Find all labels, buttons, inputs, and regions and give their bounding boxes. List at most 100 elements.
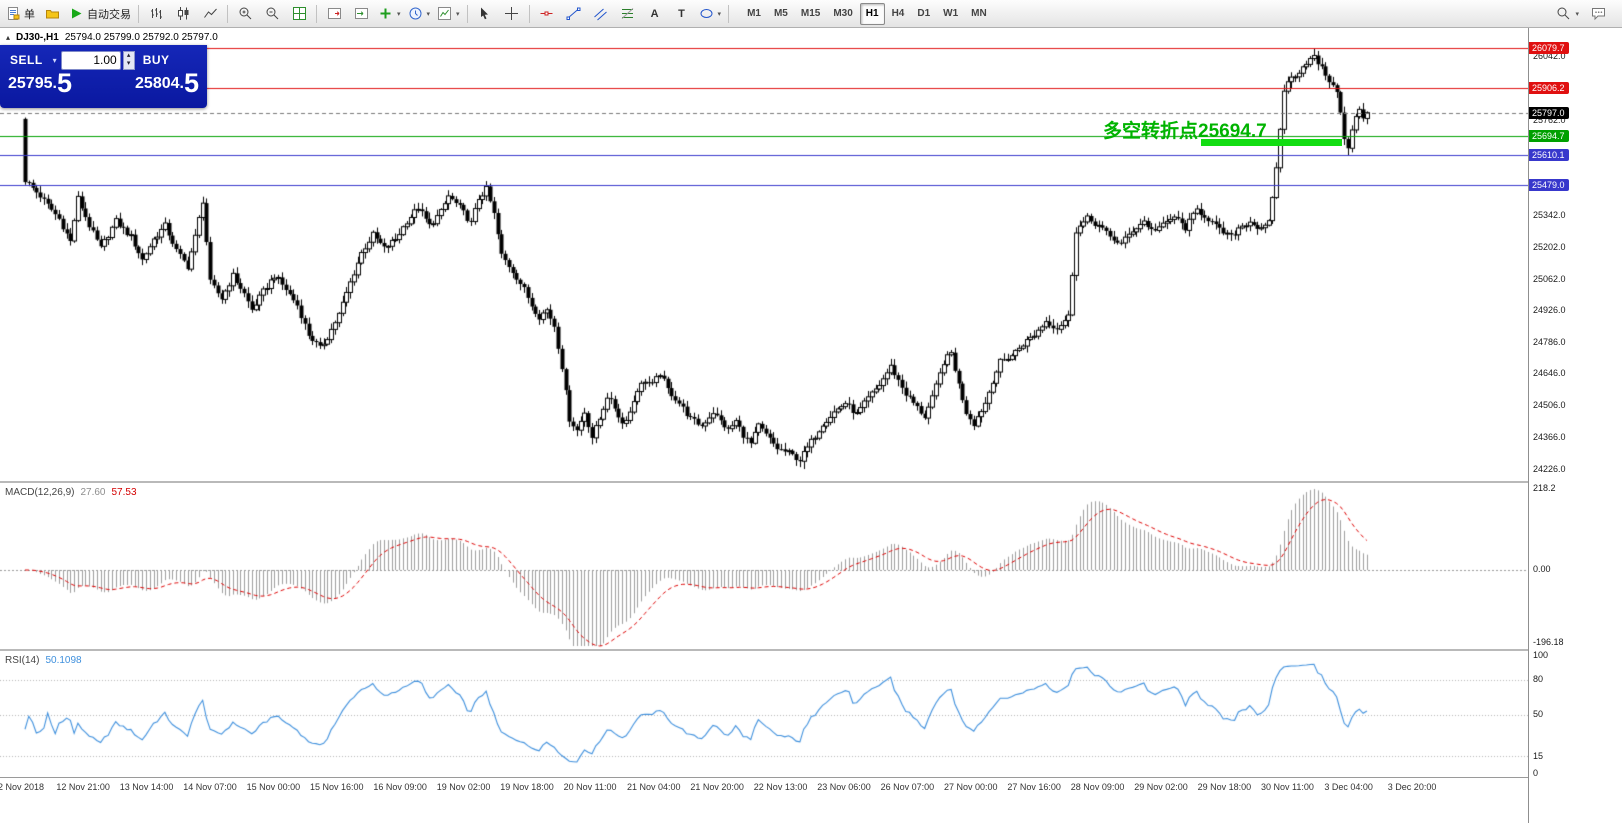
new-order-label: 单 bbox=[24, 8, 35, 21]
fibonacci-icon bbox=[620, 6, 635, 21]
chat-button[interactable] bbox=[1585, 3, 1611, 25]
label-tool-button[interactable]: T bbox=[669, 3, 695, 25]
crosshair-button[interactable] bbox=[499, 3, 525, 25]
rsi-panel-canvas[interactable] bbox=[0, 651, 1528, 777]
autotrade-label: 自动交易 bbox=[87, 8, 131, 21]
chevron-down-icon: ▾ bbox=[1575, 10, 1579, 18]
macd-signal-value: 57.53 bbox=[111, 487, 137, 498]
time-axis[interactable]: 12 Nov 2018 12 Nov 21:00 13 Nov 14:00 14 No… bbox=[0, 778, 1528, 800]
time-axis-label: 28 Nov 09:00 bbox=[1070, 782, 1125, 792]
crosshair-icon bbox=[504, 6, 519, 21]
autoscroll-button[interactable] bbox=[348, 3, 374, 25]
time-axis-label: 29 Nov 18:00 bbox=[1197, 782, 1252, 792]
timeframe-h4-button[interactable]: H4 bbox=[891, 8, 905, 19]
rsi-label: RSI(14) 50.1098 bbox=[5, 655, 82, 666]
volume-input[interactable] bbox=[60, 50, 121, 70]
templates-button[interactable]: ▾ bbox=[434, 3, 463, 25]
sell-price[interactable]: 25795.5 bbox=[8, 68, 72, 98]
macd-axis-label: -196.18 bbox=[1533, 637, 1564, 647]
timeframe-m5-button[interactable]: M5 bbox=[773, 8, 788, 19]
text-tool-icon: A bbox=[650, 7, 659, 20]
timeframe-m15-button[interactable]: M15 bbox=[800, 8, 821, 19]
volume-dropdown-arrow[interactable]: ▾ bbox=[52, 55, 57, 65]
rsi-axis-label: 100 bbox=[1533, 650, 1549, 660]
toolbar-separator bbox=[138, 4, 139, 23]
price-axis-label: 25342.0 bbox=[1533, 210, 1566, 221]
shapes-tool-button[interactable]: ▾ bbox=[696, 3, 725, 25]
spinner-down-icon[interactable]: ▾ bbox=[126, 60, 131, 67]
time-axis-label: 3 Dec 20:00 bbox=[1387, 782, 1437, 792]
timeframe-w1-button[interactable]: W1 bbox=[943, 8, 959, 19]
candlestick-chart-button[interactable] bbox=[170, 3, 196, 25]
new-order-button[interactable]: 单 bbox=[3, 3, 38, 25]
time-axis-label: 21 Nov 04:00 bbox=[627, 782, 681, 792]
tile-windows-button[interactable] bbox=[286, 3, 312, 25]
zoom-out-button[interactable] bbox=[259, 3, 285, 25]
buy-price[interactable]: 25804.5 bbox=[135, 68, 199, 98]
macd-name: MACD(12,26,9) bbox=[5, 487, 75, 498]
toolbar: 单 自动交易 bbox=[0, 0, 1622, 28]
chevron-down-icon: ▾ bbox=[397, 10, 401, 18]
time-axis-label: 16 Nov 09:00 bbox=[373, 782, 427, 792]
timeframe-d1-button[interactable]: D1 bbox=[917, 8, 931, 19]
bar-chart-button[interactable] bbox=[143, 3, 169, 25]
chart-shift-button[interactable] bbox=[321, 3, 347, 25]
chart-title: ▴ DJ30-,H1 25794.0 25799.0 25792.0 25797… bbox=[6, 32, 218, 43]
channel-tool-button[interactable] bbox=[588, 3, 614, 25]
toolbar-separator bbox=[466, 4, 468, 23]
time-axis-label: 20 Nov 11:00 bbox=[563, 782, 617, 792]
trendline-tool-button[interactable] bbox=[561, 3, 587, 25]
macd-label: MACD(12,26,9) 27.60 57.53 bbox=[5, 487, 137, 498]
zoom-in-button[interactable] bbox=[232, 3, 258, 25]
periods-button[interactable]: ▾ bbox=[405, 3, 434, 25]
toolbar-separator bbox=[227, 4, 228, 23]
sell-button[interactable]: SELL bbox=[10, 53, 43, 67]
cursor-button[interactable] bbox=[472, 3, 498, 25]
profiles-button[interactable] bbox=[39, 3, 65, 25]
autotrade-button[interactable]: 自动交易 bbox=[66, 3, 134, 25]
toolbar-right-group: ▾ bbox=[1553, 3, 1619, 25]
price-axis-label: 24506.0 bbox=[1533, 400, 1566, 411]
time-axis-label: 27 Nov 00:00 bbox=[944, 782, 998, 792]
horizontal-line-tool-button[interactable] bbox=[534, 3, 560, 25]
buy-button[interactable]: BUY bbox=[142, 53, 170, 67]
chevron-down-icon: ▾ bbox=[426, 10, 431, 18]
main-chart-canvas[interactable] bbox=[0, 28, 1528, 481]
volume-spinner[interactable]: ▴ ▾ bbox=[122, 50, 135, 70]
time-axis-label: 12 Nov 21:00 bbox=[56, 782, 110, 792]
fibonacci-tool-button[interactable] bbox=[615, 3, 641, 25]
clock-icon bbox=[408, 6, 423, 21]
channel-icon bbox=[593, 6, 608, 21]
text-tool-button[interactable]: A bbox=[642, 3, 668, 25]
line-chart-button[interactable] bbox=[197, 3, 223, 25]
new-order-icon bbox=[6, 6, 21, 21]
macd-panel-canvas[interactable] bbox=[0, 483, 1528, 649]
pivot-annotation-text[interactable]: 多空转折点25694.7 bbox=[1103, 121, 1267, 142]
timeframe-m30-button[interactable]: M30 bbox=[833, 8, 853, 19]
price-axis-label: 26042.0 bbox=[1533, 50, 1566, 61]
time-axis-label: 3 Dec 04:00 bbox=[1324, 782, 1373, 792]
symbol-period-label: DJ30-,H1 bbox=[16, 32, 59, 43]
trendline-icon bbox=[566, 6, 581, 21]
search-button[interactable]: ▾ bbox=[1553, 3, 1582, 25]
price-axis[interactable]: 26042.0 25762.0 25342.0 25202.0 25062.0 24926… bbox=[1528, 28, 1622, 823]
macd-splitter[interactable] bbox=[0, 481, 1622, 483]
price-tag-pivot: 25694.7 bbox=[1529, 129, 1569, 142]
time-axis-label: 13 Nov 14:00 bbox=[119, 782, 174, 792]
cursor-arrow-icon bbox=[477, 6, 492, 21]
rsi-splitter[interactable] bbox=[0, 649, 1622, 651]
one-click-trading-panel: SELL ▾ ▴▾ BUY 25795.5 25804.5 bbox=[0, 45, 207, 108]
time-axis-label: 15 Nov 16:00 bbox=[310, 782, 364, 792]
timeframe-h1-button[interactable]: H1 bbox=[859, 2, 885, 25]
indicators-button[interactable]: ▾ bbox=[375, 3, 404, 25]
time-axis-label: 26 Nov 07:00 bbox=[880, 782, 935, 792]
ohlc-values: 25794.0 25799.0 25792.0 25797.0 bbox=[64, 32, 218, 43]
spinner-up-icon[interactable]: ▴ bbox=[126, 52, 131, 59]
time-axis-label: 30 Nov 11:00 bbox=[1261, 782, 1314, 792]
time-axis-label: 27 Nov 16:00 bbox=[1007, 782, 1061, 792]
bar-chart-icon bbox=[149, 6, 164, 21]
price-tag-resistance-upper: 26079.7 bbox=[1529, 42, 1569, 55]
timeframe-mn-button[interactable]: MN bbox=[971, 8, 987, 19]
pivot-annotation-bar[interactable] bbox=[1201, 139, 1342, 146]
timeframe-m1-button[interactable]: M1 bbox=[747, 8, 761, 19]
